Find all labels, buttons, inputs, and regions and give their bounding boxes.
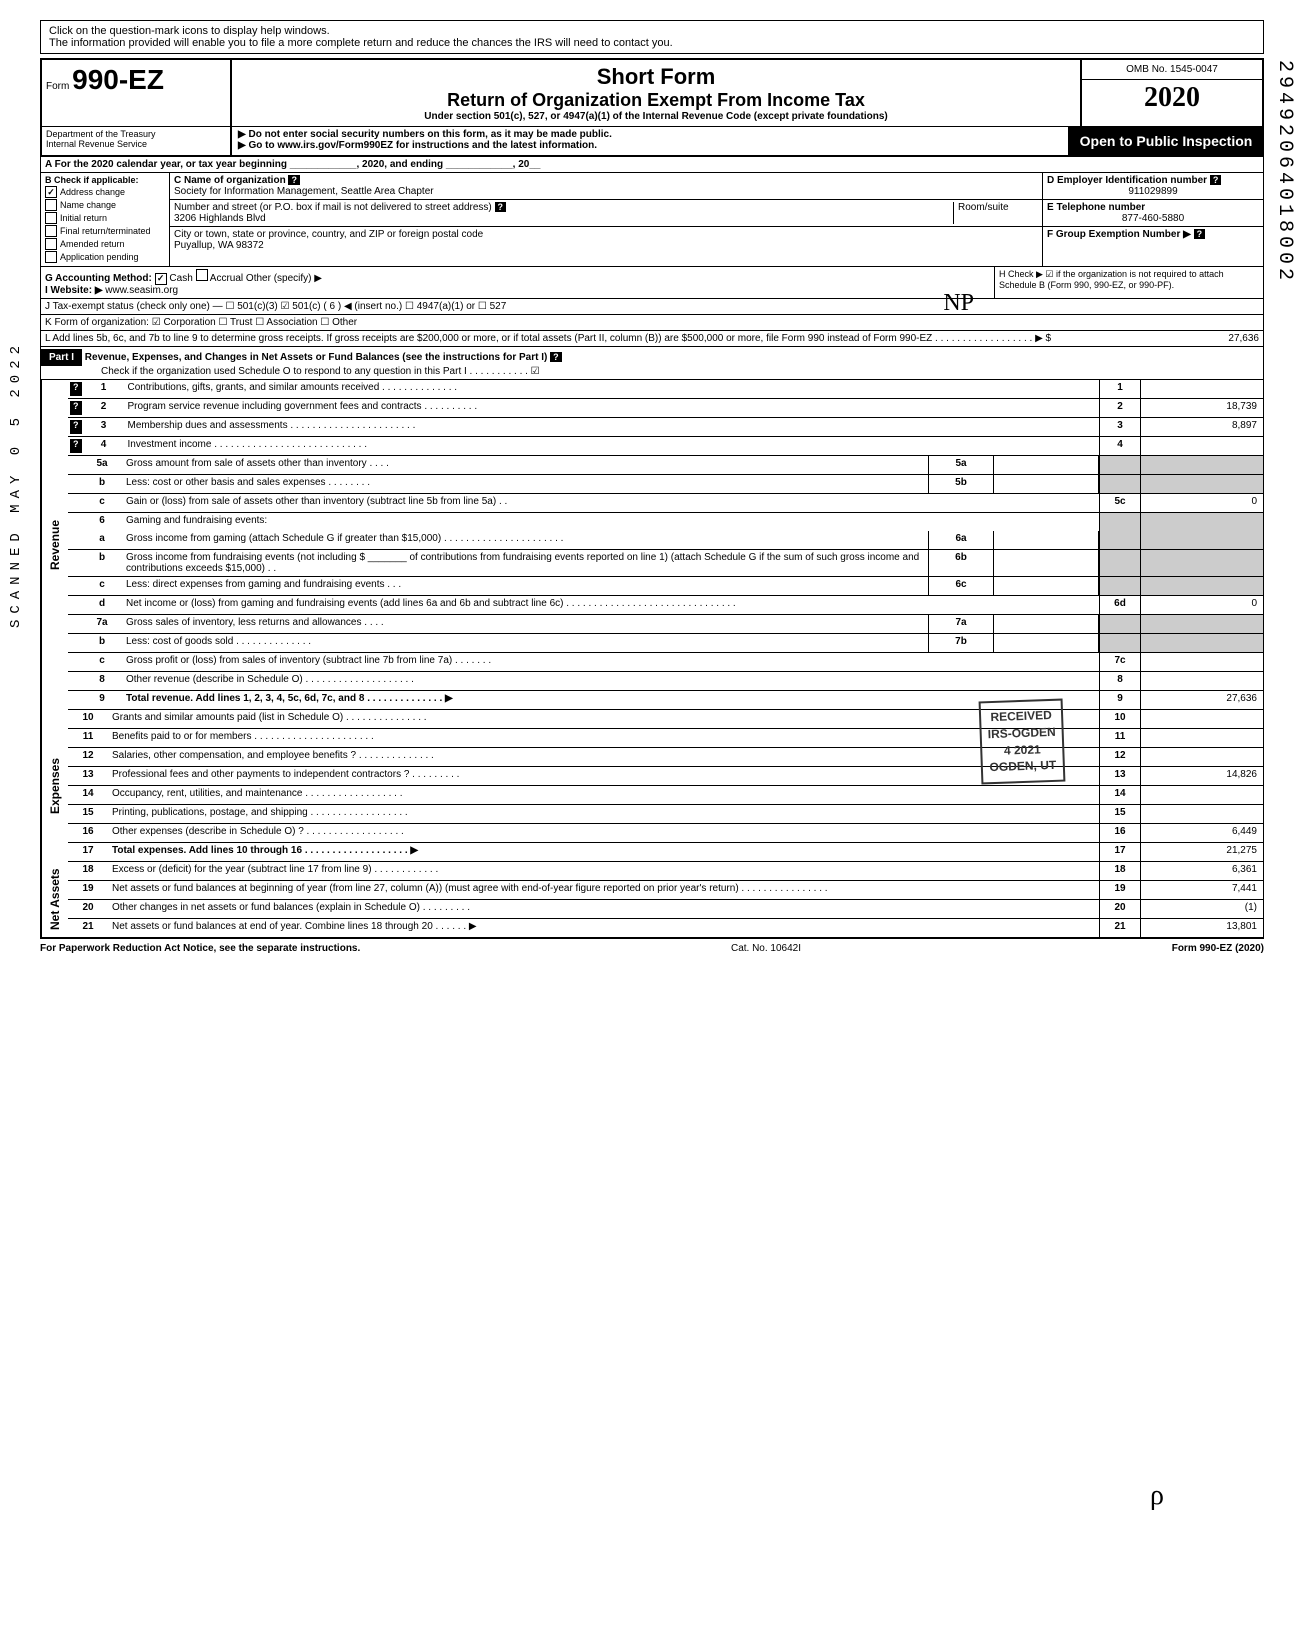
help-icon[interactable]: ?	[70, 420, 82, 434]
street-row: Number and street (or P.O. box if mail i…	[170, 200, 1042, 227]
help-note-line1: Click on the question-mark icons to disp…	[49, 25, 1255, 37]
initials-bottom: ρ	[1150, 1480, 1164, 1512]
section-b: B Check if applicable: ✓Address change N…	[41, 173, 170, 266]
help-icon[interactable]: ?	[1210, 175, 1222, 185]
tax-year: 2020	[1082, 80, 1262, 116]
cb-address-change[interactable]: ✓Address change	[45, 186, 165, 198]
sections-d-e-f: D Employer Identification number ? 91102…	[1042, 173, 1263, 266]
website: www.seasim.org	[105, 285, 178, 296]
help-icon[interactable]: ?	[70, 382, 82, 396]
page-footer: For Paperwork Reduction Act Notice, see …	[40, 939, 1264, 958]
initials-top: NP	[943, 290, 974, 317]
cb-name-change[interactable]: Name change	[45, 199, 165, 211]
form-prefix: Form	[46, 81, 69, 92]
form-header: Form 990-EZ Short Form Return of Organiz…	[40, 58, 1264, 126]
omb-number: OMB No. 1545-0047	[1082, 60, 1262, 80]
part-1-check: Check if the organization used Schedule …	[41, 366, 540, 377]
help-icon[interactable]: ?	[1194, 229, 1206, 239]
help-note: Click on the question-mark icons to disp…	[40, 20, 1264, 54]
net-assets-label: Net Assets	[41, 862, 68, 937]
footer-cat-no: Cat. No. 10642I	[731, 943, 801, 954]
sections-g-i-h: G Accounting Method: ✓ Cash Accrual Othe…	[40, 267, 1264, 299]
h-box: H Check ▶ ☑ if the organization is not r…	[994, 267, 1263, 298]
phone: 877-460-5880	[1047, 213, 1259, 224]
l-label: L Add lines 5b, 6c, and 7b to line 9 to …	[45, 333, 1149, 344]
no-ssn-note: ▶ Do not enter social security numbers o…	[238, 129, 1062, 140]
footer-paperwork: For Paperwork Reduction Act Notice, see …	[40, 943, 360, 954]
group-exemption-row: F Group Exemption Number ▶ ?	[1043, 227, 1263, 253]
received-stamp: RECEIVED IRS-OGDEN 4 2021 OGDEN, UT	[979, 699, 1066, 785]
footer-form-id: Form 990-EZ (2020)	[1172, 943, 1264, 954]
f-label: F Group Exemption Number ▶	[1047, 229, 1191, 240]
l-value: 27,636	[1149, 333, 1259, 344]
org-name-row: C Name of organization ? Society for Inf…	[170, 173, 1042, 200]
help-icon[interactable]: ?	[70, 401, 82, 415]
open-to-public: Open to Public Inspection	[1068, 127, 1262, 155]
k-line: K Form of organization: ☑ Corporation ☐ …	[40, 315, 1264, 331]
d-label: D Employer Identification number	[1047, 175, 1207, 186]
expenses-label: Expenses	[41, 710, 68, 862]
expenses-section: Expenses 10Grants and similar amounts pa…	[40, 710, 1264, 862]
part-1-header: Part I Revenue, Expenses, and Changes in…	[40, 347, 1264, 380]
ein: 911029899	[1047, 186, 1259, 197]
help-icon[interactable]: ?	[495, 202, 507, 212]
e-label: E Telephone number	[1047, 202, 1145, 213]
room-suite: Room/suite	[953, 202, 1038, 224]
instructions-box: ▶ Do not enter social security numbers o…	[232, 127, 1068, 155]
section-c: C Name of organization ? Society for Inf…	[170, 173, 1042, 266]
goto-url: ▶ Go to www.irs.gov/Form990EZ for instru…	[238, 140, 1062, 151]
org-name: Society for Information Management, Seat…	[174, 186, 434, 197]
revenue-label: Revenue	[41, 380, 68, 710]
cb-final-return[interactable]: Final return/terminated	[45, 225, 165, 237]
street-address: 3206 Highlands Blvd	[174, 213, 266, 224]
phone-row: E Telephone number 877-460-5880	[1043, 200, 1263, 227]
c-label: C Name of organization	[174, 175, 286, 186]
return-title: Return of Organization Exempt From Incom…	[236, 90, 1076, 111]
help-icon[interactable]: ?	[550, 352, 562, 362]
barcode-number: 29492064018002	[1273, 60, 1296, 284]
part-1-label: Part I	[41, 349, 82, 366]
sections-b-through-f: B Check if applicable: ✓Address change N…	[40, 173, 1264, 267]
header-right-box: OMB No. 1545-0047 2020	[1080, 60, 1262, 126]
cb-initial-return[interactable]: Initial return	[45, 212, 165, 224]
i-line: I Website: ▶ www.seasim.org	[45, 285, 990, 296]
help-icon[interactable]: ?	[288, 175, 300, 185]
section-a: A For the 2020 calendar year, or tax yea…	[40, 157, 1264, 173]
city-label: City or town, state or province, country…	[174, 229, 483, 240]
help-note-line2: The information provided will enable you…	[49, 37, 1255, 49]
dept-row: Department of the Treasury Internal Reve…	[40, 126, 1264, 157]
street-label: Number and street (or P.O. box if mail i…	[174, 202, 492, 213]
form-number: 990-EZ	[72, 64, 164, 95]
g-line: G Accounting Method: ✓ Cash Accrual Othe…	[45, 269, 990, 285]
j-line: J Tax-exempt status (check only one) — ☐…	[40, 299, 1264, 315]
scanned-stamp: SCANNED MAY 0 5 2022	[8, 340, 24, 628]
city-row: City or town, state or province, country…	[170, 227, 1042, 253]
net-assets-section: Net Assets 18Excess or (deficit) for the…	[40, 862, 1264, 939]
cb-application-pending[interactable]: Application pending	[45, 251, 165, 263]
g-i-box: G Accounting Method: ✓ Cash Accrual Othe…	[41, 267, 994, 298]
under-section: Under section 501(c), 527, or 4947(a)(1)…	[236, 111, 1076, 122]
b-label: B Check if applicable:	[45, 175, 165, 185]
help-icon[interactable]: ?	[70, 439, 82, 453]
dept-treasury: Department of the Treasury Internal Reve…	[42, 127, 232, 155]
part-1-title: Revenue, Expenses, and Changes in Net As…	[85, 352, 548, 363]
l-line: L Add lines 5b, 6c, and 7b to line 9 to …	[40, 331, 1264, 347]
short-form-title: Short Form	[236, 64, 1076, 90]
city-state-zip: Puyallup, WA 98372	[174, 240, 264, 251]
cb-amended-return[interactable]: Amended return	[45, 238, 165, 250]
form-title-box: Short Form Return of Organization Exempt…	[232, 60, 1080, 126]
revenue-section: Revenue ?1Contributions, gifts, grants, …	[40, 380, 1264, 710]
calendar-year-line: A For the 2020 calendar year, or tax yea…	[41, 157, 1263, 172]
ein-row: D Employer Identification number ? 91102…	[1043, 173, 1263, 200]
form-number-box: Form 990-EZ	[42, 60, 232, 126]
